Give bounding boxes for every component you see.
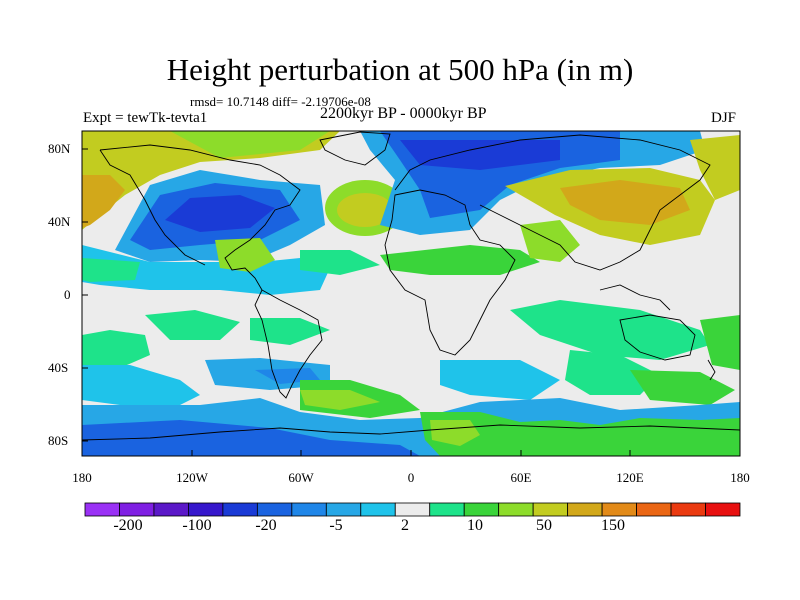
greenland <box>319 131 391 166</box>
antarctica-coast <box>82 424 740 441</box>
eurasia-low-core <box>400 140 560 170</box>
colorbar-box <box>567 502 603 517</box>
lat-ticks <box>82 148 88 442</box>
colorbar-box <box>291 502 327 517</box>
colorbar-box <box>429 502 465 517</box>
colorbar-label: -5 <box>329 517 343 534</box>
lon-label: 180 <box>730 470 750 485</box>
colorbar-box <box>360 502 396 517</box>
lon-ticks <box>81 450 741 456</box>
south-pacific-positive <box>630 370 735 405</box>
sh-positive-andes <box>250 318 330 345</box>
colorbar-box <box>670 502 706 517</box>
indian-ocean-positive <box>510 300 710 360</box>
south-america <box>254 289 323 399</box>
lat-label: 40S <box>48 360 69 375</box>
sahara-positive <box>380 245 540 275</box>
colorbar-label: 2 <box>401 517 409 534</box>
colorbar-box <box>188 502 224 517</box>
lon-label: 60E <box>510 470 532 485</box>
colorbar-box <box>394 502 431 517</box>
colorbar-box <box>705 502 741 517</box>
north-america-west-coast <box>99 149 206 266</box>
lon-label: 120W <box>176 470 208 485</box>
colorbar-label: -20 <box>255 517 277 534</box>
indonesia <box>599 284 671 311</box>
colorbar-box <box>498 502 534 517</box>
colorbar-box <box>532 502 569 517</box>
sh-positive-pacific <box>145 310 240 340</box>
lat-label: 80S <box>48 433 69 448</box>
lat-label: 0 <box>64 287 71 302</box>
experiment-label: Expt = tewTk-tevta1 <box>83 110 208 126</box>
colorbar-box <box>256 502 293 517</box>
south-atlantic-peak <box>300 390 380 410</box>
colorbar-box <box>601 502 637 517</box>
colorbar-box <box>222 502 258 517</box>
atlantic-high <box>337 193 393 227</box>
lon-label: 0 <box>407 470 415 485</box>
australia <box>619 314 696 361</box>
pacific-high-east <box>690 135 740 200</box>
colorbar-box <box>463 502 500 517</box>
plot-title: Height perturbation at 500 hPa (in m) <box>166 52 634 87</box>
sh-negative-west <box>82 365 200 405</box>
atlantic-subtropic <box>300 250 380 275</box>
eurasia <box>394 134 711 271</box>
arctic-peak <box>82 175 125 228</box>
pacific-subtropic-west <box>82 258 140 282</box>
lon-label: 60W <box>288 470 314 485</box>
colorbar-box <box>325 502 362 517</box>
colorbar-box <box>636 502 672 517</box>
new-zealand <box>707 359 716 381</box>
indian-negative <box>440 360 560 400</box>
arctic-positive-region <box>82 131 340 230</box>
stats-text: rmsd= 10.7148 diff= -2.19706e-08 <box>190 94 371 109</box>
gulf-positive <box>215 238 275 272</box>
antarctic-low-west <box>82 420 420 456</box>
lon-label: 120E <box>616 470 644 485</box>
antarctic-positive-east <box>420 412 740 456</box>
pacific-high <box>560 180 690 225</box>
lat-label: 80N <box>48 141 71 156</box>
na-low-core <box>165 195 275 232</box>
subtropic-negative <box>82 245 330 295</box>
season-label: DJF <box>711 110 737 126</box>
colorbar-label: -100 <box>182 517 212 534</box>
colorbar-label: -200 <box>113 517 143 534</box>
arctic-fringe <box>170 131 330 158</box>
colorbar <box>84 502 741 517</box>
south-indian-positive <box>565 350 660 395</box>
sh-positive-west <box>82 330 150 368</box>
coastlines <box>82 131 740 441</box>
africa <box>384 189 516 356</box>
lon-label: 180 <box>72 470 92 485</box>
lat-label: 40N <box>48 214 71 229</box>
colorbar-box <box>119 502 155 517</box>
colorbar-label: 10 <box>467 517 483 534</box>
australia-east-positive <box>700 315 740 370</box>
colorbar-box <box>84 502 120 517</box>
colorbar-label: 50 <box>536 517 552 534</box>
antarctic-positive-spot <box>430 420 480 446</box>
period-label: 2200kyr BP - 0000kyr BP <box>320 105 487 122</box>
colorbar-box <box>153 502 189 517</box>
colorbar-label: 150 <box>601 517 625 534</box>
north-america-coast <box>99 144 301 291</box>
arabia-positive <box>520 220 580 262</box>
